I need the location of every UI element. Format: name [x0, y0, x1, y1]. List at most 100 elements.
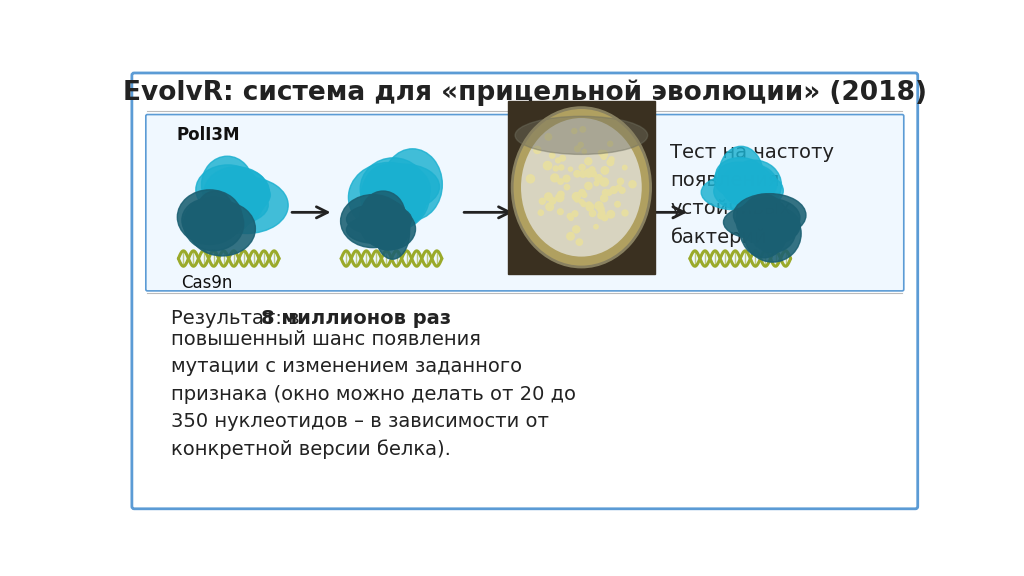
Circle shape	[573, 170, 581, 177]
Circle shape	[614, 202, 621, 207]
Ellipse shape	[367, 200, 410, 250]
Ellipse shape	[521, 118, 642, 257]
Circle shape	[580, 199, 584, 204]
Ellipse shape	[371, 164, 415, 219]
Ellipse shape	[193, 200, 242, 240]
Ellipse shape	[204, 167, 269, 219]
Ellipse shape	[731, 173, 783, 208]
Ellipse shape	[737, 198, 800, 237]
Text: Тест на частоту
появления
устойчивых
бактерий: Тест на частоту появления устойчивых бак…	[671, 143, 835, 247]
Circle shape	[580, 164, 585, 170]
Circle shape	[598, 150, 603, 156]
Circle shape	[572, 192, 581, 200]
Ellipse shape	[201, 185, 268, 224]
Text: EvolvR: система для «прицельной эволюции» (2018): EvolvR: система для «прицельной эволюции…	[123, 79, 927, 106]
Circle shape	[566, 233, 574, 240]
Circle shape	[574, 198, 580, 202]
Circle shape	[546, 203, 554, 211]
Circle shape	[549, 198, 556, 204]
Circle shape	[559, 165, 564, 170]
Circle shape	[602, 215, 607, 221]
Circle shape	[589, 167, 595, 172]
Ellipse shape	[202, 156, 253, 213]
Circle shape	[568, 216, 573, 221]
Ellipse shape	[739, 194, 788, 258]
Circle shape	[623, 165, 627, 170]
Circle shape	[585, 183, 592, 190]
Circle shape	[569, 233, 573, 237]
Ellipse shape	[359, 202, 408, 241]
Ellipse shape	[189, 202, 255, 256]
Circle shape	[606, 190, 611, 195]
FancyBboxPatch shape	[145, 115, 904, 291]
Circle shape	[556, 194, 564, 202]
Ellipse shape	[183, 198, 244, 251]
Circle shape	[620, 187, 625, 194]
Ellipse shape	[545, 208, 582, 238]
Ellipse shape	[553, 175, 610, 229]
Circle shape	[577, 239, 583, 245]
Ellipse shape	[733, 194, 806, 237]
Ellipse shape	[211, 169, 269, 215]
Circle shape	[585, 169, 593, 177]
Ellipse shape	[535, 211, 586, 252]
Circle shape	[598, 206, 604, 213]
Ellipse shape	[550, 215, 586, 267]
Ellipse shape	[196, 212, 230, 243]
Circle shape	[556, 158, 560, 163]
Circle shape	[599, 210, 605, 216]
Circle shape	[601, 195, 607, 202]
Circle shape	[607, 159, 613, 165]
Ellipse shape	[541, 167, 606, 219]
Ellipse shape	[369, 164, 439, 209]
Circle shape	[591, 172, 595, 177]
Ellipse shape	[742, 207, 800, 244]
Ellipse shape	[716, 158, 764, 191]
Ellipse shape	[522, 204, 591, 240]
Circle shape	[534, 146, 541, 153]
Circle shape	[557, 209, 563, 215]
Ellipse shape	[370, 168, 425, 230]
Circle shape	[607, 141, 612, 146]
Ellipse shape	[536, 154, 613, 207]
Ellipse shape	[360, 164, 427, 229]
Circle shape	[571, 128, 577, 134]
Circle shape	[629, 181, 636, 188]
Ellipse shape	[196, 201, 237, 229]
Ellipse shape	[544, 158, 632, 216]
Ellipse shape	[346, 217, 406, 244]
Circle shape	[591, 171, 596, 177]
Ellipse shape	[196, 165, 260, 214]
Ellipse shape	[206, 177, 270, 213]
Circle shape	[602, 190, 608, 196]
Circle shape	[579, 190, 586, 196]
Ellipse shape	[715, 162, 762, 198]
Circle shape	[580, 127, 586, 132]
Ellipse shape	[727, 160, 781, 210]
Ellipse shape	[701, 175, 772, 210]
Text: PolI3M: PolI3M	[176, 126, 240, 145]
Circle shape	[600, 150, 607, 158]
Ellipse shape	[725, 164, 777, 203]
Circle shape	[595, 202, 603, 210]
Circle shape	[582, 202, 586, 207]
Ellipse shape	[512, 108, 650, 267]
Circle shape	[544, 161, 552, 170]
Ellipse shape	[527, 215, 571, 255]
Circle shape	[586, 202, 592, 208]
Circle shape	[601, 154, 606, 160]
Circle shape	[600, 178, 608, 186]
Circle shape	[580, 171, 587, 177]
Ellipse shape	[744, 205, 801, 262]
Circle shape	[616, 185, 622, 191]
Circle shape	[572, 226, 580, 233]
Ellipse shape	[537, 203, 599, 239]
Circle shape	[539, 210, 544, 215]
Circle shape	[582, 149, 587, 154]
Circle shape	[545, 193, 552, 200]
Ellipse shape	[522, 152, 605, 229]
Circle shape	[568, 167, 572, 171]
Circle shape	[526, 175, 535, 183]
Ellipse shape	[360, 158, 427, 220]
Circle shape	[617, 179, 624, 184]
